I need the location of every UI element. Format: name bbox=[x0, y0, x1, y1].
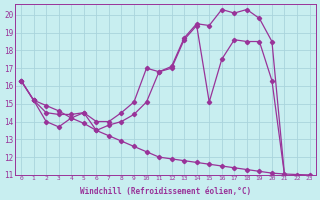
X-axis label: Windchill (Refroidissement éolien,°C): Windchill (Refroidissement éolien,°C) bbox=[80, 187, 251, 196]
